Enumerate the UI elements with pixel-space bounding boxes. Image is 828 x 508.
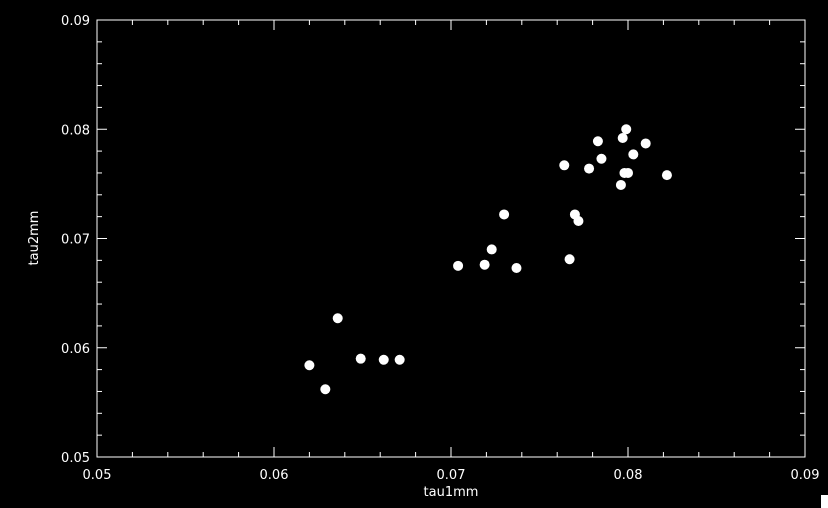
y-tick-label: 0.08 <box>61 123 90 138</box>
data-point <box>499 209 510 220</box>
data-point <box>378 354 389 365</box>
data-point <box>596 153 607 164</box>
plot-frame <box>96 19 806 458</box>
data-point <box>304 360 315 371</box>
y-tick-label: 0.07 <box>61 233 90 248</box>
data-point <box>628 149 639 160</box>
data-point <box>394 354 405 365</box>
x-tick-label: 0.05 <box>83 468 112 483</box>
y-tick-label: 0.06 <box>61 342 90 357</box>
x-axis-title: tau1mm <box>424 485 479 500</box>
data-point <box>573 216 584 227</box>
axis-ticks <box>96 19 806 458</box>
x-tick-label: 0.08 <box>614 468 643 483</box>
data-point <box>564 254 575 265</box>
data-point <box>332 313 343 324</box>
y-tick-label: 0.09 <box>61 14 90 29</box>
data-point <box>584 163 595 174</box>
y-tick-label: 0.05 <box>61 451 90 466</box>
data-point <box>615 179 626 190</box>
x-tick-label: 0.07 <box>437 468 466 483</box>
x-tick-label: 0.09 <box>791 468 820 483</box>
data-point <box>479 259 490 270</box>
data-point <box>486 244 497 255</box>
data-point <box>355 353 366 364</box>
data-point <box>320 384 331 395</box>
y-axis-title: tau2mm <box>27 211 42 266</box>
data-point <box>640 138 651 149</box>
data-point <box>592 136 603 147</box>
corner-marker <box>821 495 828 508</box>
data-point <box>621 124 632 135</box>
data-point <box>623 167 633 178</box>
tick-labels: 0.05 0.06 0.07 0.08 0.09 0.05 0.06 0.07 0.08 0.09 <box>61 14 819 483</box>
data-point <box>617 132 628 143</box>
data-point <box>661 170 672 181</box>
data-point <box>453 260 464 271</box>
data-points <box>304 124 672 395</box>
x-tick-label: 0.06 <box>260 468 289 483</box>
data-point <box>511 262 522 273</box>
data-point <box>559 160 570 171</box>
